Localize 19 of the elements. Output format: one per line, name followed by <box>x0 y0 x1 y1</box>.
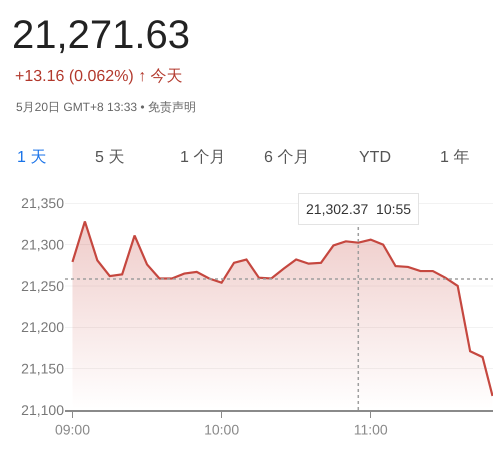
x-tick-label: 09:00 <box>54 422 90 438</box>
text: 5 天 <box>95 149 124 166</box>
x-tick-label: 10:00 <box>204 422 240 438</box>
y-tick-label: 21,200 <box>21 319 64 336</box>
chart-subtitle: +13.16 (0.062%) ↑ 今天 <box>15 68 183 85</box>
text: 1 天 <box>17 149 46 166</box>
text: 1 个月 <box>180 148 226 166</box>
y-tick-label: 21,300 <box>21 236 64 253</box>
y-tick-label: 21,350 <box>21 195 64 212</box>
y-tick-label: 21,150 <box>21 360 64 377</box>
text: 5月20日 GMT+8 13:33 • 免责声明 <box>16 100 196 114</box>
y-tick-label: 21,100 <box>21 402 64 418</box>
chart-title: 21,271.63 <box>12 13 190 57</box>
text: 1 年 <box>440 149 470 166</box>
text: YTD <box>359 149 391 166</box>
text: 6 个月 <box>264 148 310 166</box>
y-tick-label: 21,250 <box>21 278 64 294</box>
annotation: 21,302.37 10:55 <box>306 201 412 217</box>
x-tick-label: 11:00 <box>354 422 388 438</box>
